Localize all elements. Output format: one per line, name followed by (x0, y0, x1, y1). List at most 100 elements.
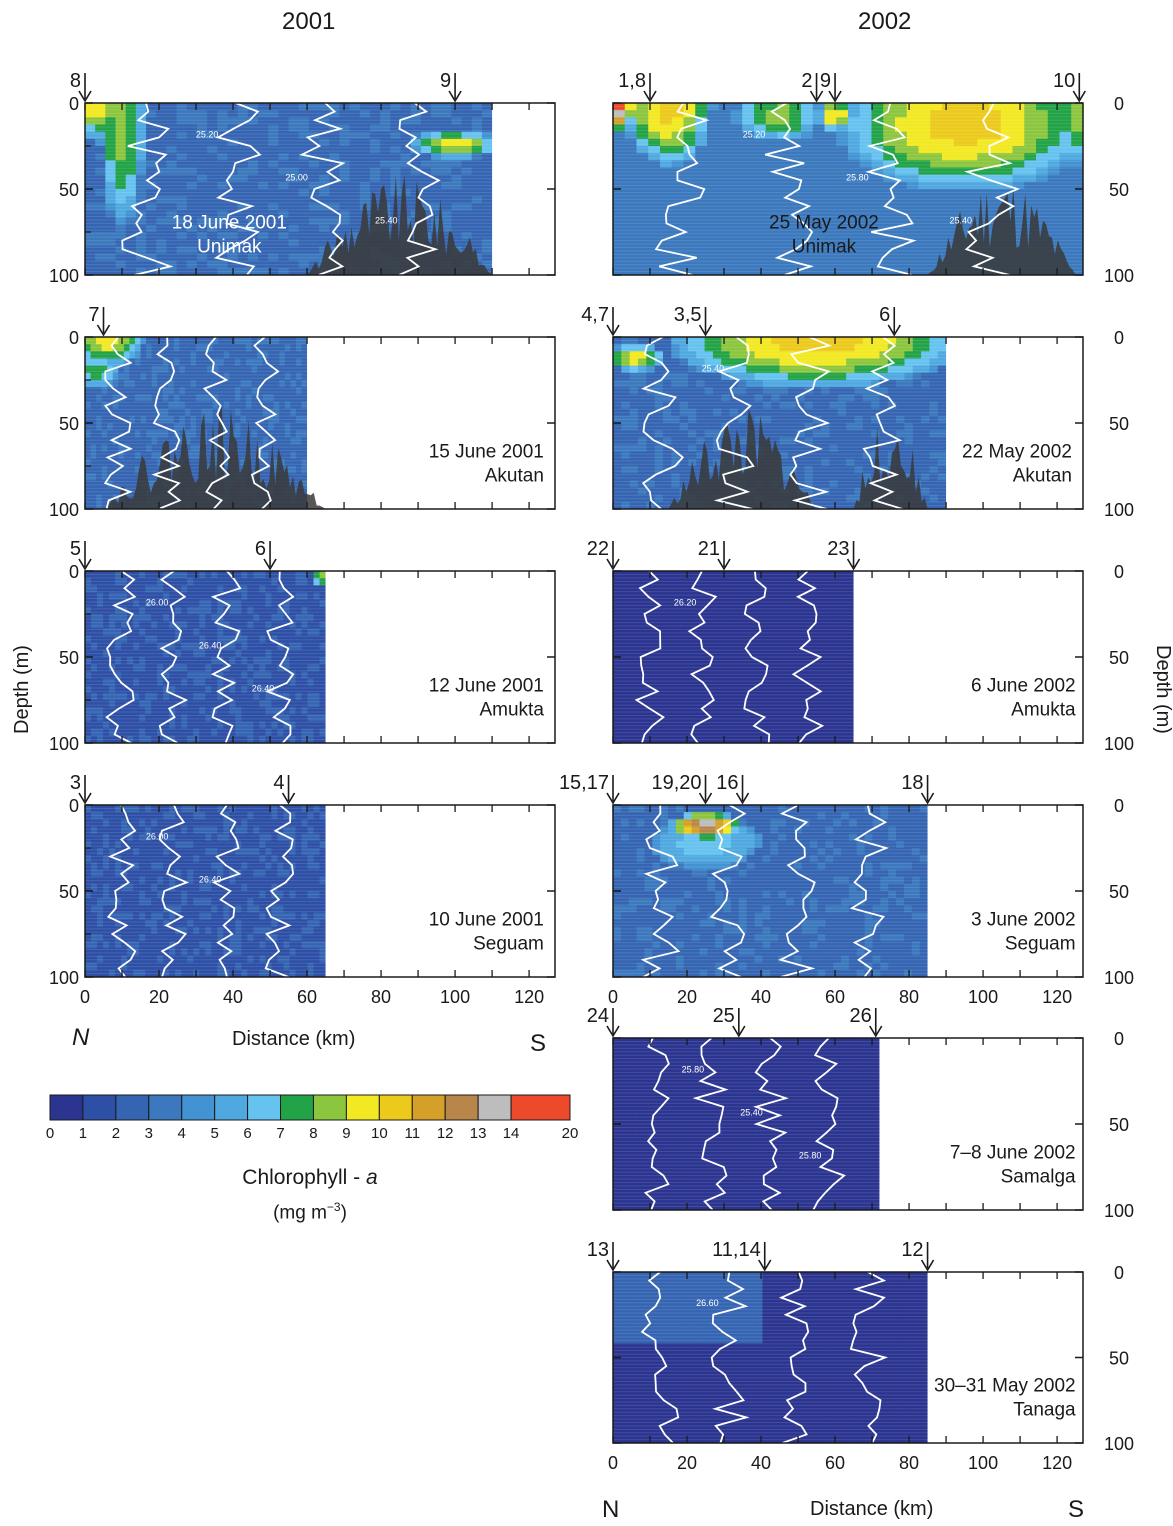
chl-cell (133, 621, 140, 629)
chl-cell (420, 131, 432, 140)
chl-cell (207, 189, 218, 197)
chl-cell (754, 401, 764, 410)
chl-cell (821, 430, 831, 438)
chl-cell (262, 437, 269, 446)
chl-cell (279, 372, 286, 381)
chl-cell (824, 232, 837, 240)
chl-cell (139, 642, 146, 651)
chl-cell (441, 181, 452, 190)
chl-cell (349, 146, 361, 154)
chl-cell (96, 408, 103, 417)
chl-cell (1059, 232, 1072, 240)
no-data-region (307, 337, 555, 509)
chl-cell (829, 372, 839, 381)
chl-cell (796, 430, 806, 438)
chl-cell (646, 358, 656, 367)
chl-cell (240, 351, 247, 360)
chl-cell (801, 189, 814, 197)
chl-cell (779, 473, 789, 481)
chl-cell (883, 253, 896, 262)
chl-cell (942, 146, 955, 154)
chl-cell (217, 657, 224, 665)
chl-cell (319, 203, 330, 212)
chl-cell (176, 260, 188, 269)
chl-cell (637, 430, 647, 438)
chl-cell (227, 203, 239, 212)
chl-cell (115, 671, 122, 680)
chl-cell (730, 232, 743, 240)
chl-cell (118, 473, 125, 481)
chl-cell (199, 685, 206, 694)
chl-cell (929, 401, 939, 410)
chl-cell (157, 678, 164, 687)
chl-cell (929, 451, 939, 460)
chl-cell (1059, 181, 1072, 190)
chl-cell (349, 189, 361, 197)
chl-cell (829, 337, 839, 345)
chl-cell (848, 203, 861, 212)
chl-cell (660, 196, 673, 204)
chl-cell (771, 415, 781, 424)
chl-cell (765, 224, 779, 233)
chl-cell (118, 358, 125, 367)
chl-cell (134, 394, 142, 403)
chl-cell (930, 239, 943, 247)
chl-cell (636, 146, 649, 154)
chl-cell (90, 466, 97, 474)
chl-cell (278, 267, 290, 275)
chl-cell (163, 614, 170, 622)
chl-cell (1012, 110, 1025, 118)
chl-cell (290, 394, 297, 403)
chl-cell (295, 437, 303, 446)
chl-cell (654, 351, 664, 360)
chl-cell (829, 401, 839, 410)
chl-cell (329, 196, 341, 204)
chl-cell (965, 160, 978, 169)
chl-cell (829, 351, 839, 360)
chl-cell (349, 224, 361, 233)
chl-cell (1000, 153, 1014, 161)
chl-cell (804, 337, 814, 345)
chl-cell (481, 210, 493, 219)
chl-cell (162, 387, 169, 395)
chl-cell (187, 614, 194, 622)
chl-cell (821, 394, 831, 403)
chl-cell (295, 408, 303, 417)
chl-cell (103, 700, 110, 708)
chl-cell (168, 423, 175, 431)
chl-cell (737, 358, 747, 367)
chl-cell (390, 146, 402, 154)
chl-cell (290, 351, 297, 360)
chl-cell (169, 585, 176, 594)
chl-cell (812, 160, 826, 169)
chl-cell (848, 153, 861, 161)
chl-cell (85, 628, 92, 637)
chl-cell (123, 423, 131, 431)
chl-cell (671, 181, 685, 190)
chl-cell (837, 394, 847, 403)
chl-cell (451, 174, 463, 183)
chl-cell (123, 344, 131, 352)
chl-cell (118, 437, 125, 446)
chl-cell (679, 344, 689, 352)
chl-cell (223, 714, 230, 723)
chl-cell (895, 239, 908, 247)
chl-cell (103, 707, 110, 715)
chl-cell (156, 196, 168, 204)
chl-cell (621, 408, 631, 417)
chl-cell (937, 380, 947, 388)
chl-cell (729, 444, 739, 453)
chl-cell (163, 664, 170, 672)
chl-cell (695, 138, 708, 147)
chl-cell (765, 210, 779, 219)
chl-cell (420, 189, 432, 197)
chl-cell (227, 117, 239, 126)
chl-cell (268, 267, 279, 275)
chl-cell (234, 401, 242, 410)
chl-cell (123, 394, 131, 403)
chl-cell (139, 599, 146, 608)
chl-cell (329, 232, 341, 240)
chl-cell (895, 103, 908, 111)
chl-cell (133, 721, 140, 730)
chl-cell (186, 253, 198, 262)
